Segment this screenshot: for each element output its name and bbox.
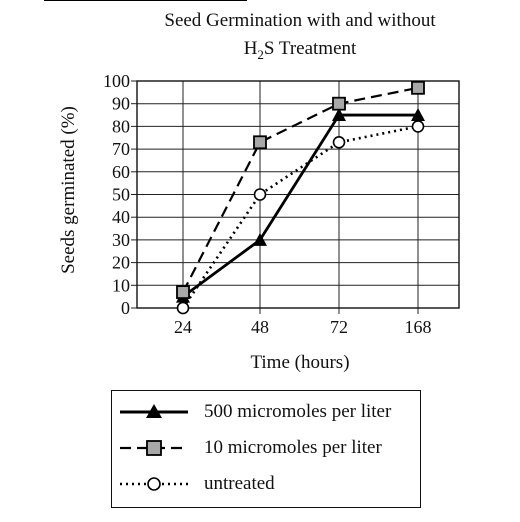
legend-swatch-untreated xyxy=(120,477,188,491)
y-tick-label: 60 xyxy=(112,162,130,182)
triangle-marker xyxy=(332,108,346,122)
triangle-marker xyxy=(253,232,267,246)
x-tick-label: 24 xyxy=(174,317,192,337)
legend-item-untreated: untreated xyxy=(112,469,275,499)
circle-marker xyxy=(176,301,190,315)
y-axis-label: Seeds germinated (%) xyxy=(58,106,79,274)
x-tick-label: 72 xyxy=(330,317,348,337)
circle-marker xyxy=(411,120,425,133)
square-marker xyxy=(332,96,346,111)
legend-item-500: 500 micromoles per liter xyxy=(112,397,391,427)
triangle-marker xyxy=(411,108,425,122)
legend-item-10: 10 micromoles per liter xyxy=(112,433,382,463)
marker-layer xyxy=(176,80,425,315)
y-tick-label: 50 xyxy=(112,185,130,205)
x-axis-label: Time (hours) xyxy=(250,352,350,373)
circle-marker xyxy=(253,188,267,201)
circle-marker xyxy=(332,135,346,149)
x-tick-label: 48 xyxy=(251,317,269,337)
title-h: H xyxy=(243,38,258,59)
y-tick-label: 0 xyxy=(121,298,130,318)
legend-swatch-500 xyxy=(120,404,188,418)
square-marker xyxy=(176,285,190,300)
legend-label-untreated: untreated xyxy=(204,473,275,494)
y-tick-label: 80 xyxy=(112,116,130,136)
chart-title-line-2: H2S Treatment xyxy=(80,38,520,63)
title-rest: S Treatment xyxy=(263,38,357,59)
square-marker xyxy=(253,135,267,150)
square-marker xyxy=(411,80,425,95)
top-rule xyxy=(44,0,247,1)
x-tick-label: 168 xyxy=(405,317,432,337)
chart-title-line-1: Seed Germination with and without xyxy=(164,10,436,31)
series-layer xyxy=(181,86,419,309)
series-line-1 xyxy=(182,86,419,293)
legend-label-10: 10 micromoles per liter xyxy=(204,437,382,458)
legend-label-500: 500 micromoles per liter xyxy=(204,401,392,422)
y-tick-label: 90 xyxy=(112,94,130,114)
y-tick-label: 40 xyxy=(112,207,130,227)
y-tick-label: 70 xyxy=(112,139,130,159)
plot-frame xyxy=(136,80,460,309)
legend: 500 micromoles per liter 10 micromoles p… xyxy=(111,390,421,508)
title-subscript: 2 xyxy=(257,46,264,62)
y-tick-label: 20 xyxy=(112,253,130,273)
y-tick-label: 100 xyxy=(103,71,130,91)
y-tick-label: 30 xyxy=(112,230,130,250)
series-line-0 xyxy=(182,113,418,298)
y-tick-label: 10 xyxy=(112,275,130,295)
legend-swatch-10 xyxy=(120,440,188,456)
